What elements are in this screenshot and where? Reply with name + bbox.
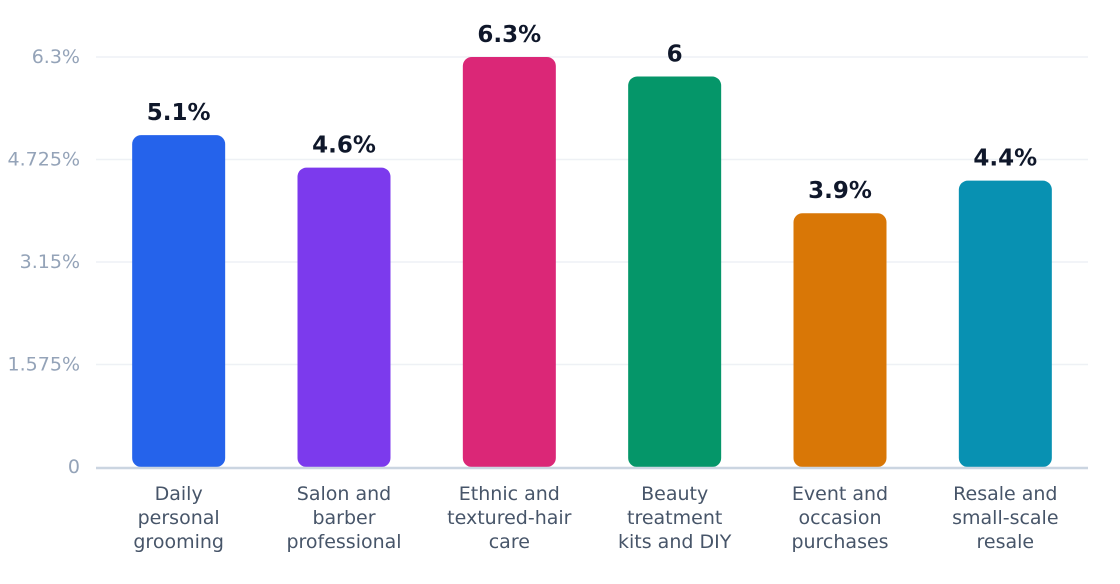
y-tick-label: 3.15% (20, 251, 80, 273)
x-category-label: Ethnic and textured-hair care (447, 483, 572, 553)
x-category-label: Resale and small-scale resale (952, 483, 1058, 553)
value-labels: 5.1% 4.6% 6.3% 6 3.9% 4.4% (147, 22, 1037, 204)
bars (132, 57, 1052, 468)
y-axis-ticks: 0 1.575% 3.15% 4.725% 6.3% (8, 46, 80, 478)
x-category-label-line: treatment (627, 507, 722, 529)
grid-lines (96, 56, 1088, 366)
x-axis-category-labels: Daily personal grooming Salon and barber prof… (133, 483, 1058, 553)
x-category-label-line: professional (286, 531, 401, 553)
x-category-label-line: care (489, 531, 530, 553)
x-category-label: Beauty treatment kits and DIY (618, 483, 732, 553)
x-category-label-line: grooming (133, 531, 224, 553)
bar-value-label: 4.4% (973, 146, 1037, 172)
x-category-label-line: small-scale (952, 507, 1058, 529)
bar-value-label: 6.3% (477, 22, 541, 48)
x-category-label-line: Daily (155, 483, 203, 505)
bar (462, 57, 556, 467)
bar-value-label: 6 (667, 42, 683, 68)
x-category-label-line: resale (977, 531, 1035, 553)
x-category-label-line: occasion (798, 507, 881, 529)
x-category-label-line: Salon and (297, 483, 391, 505)
x-category-label: Event and occasion purchases (791, 483, 888, 553)
y-tick-label: 0 (68, 456, 80, 478)
bar (297, 167, 391, 467)
x-category-label-line: personal (138, 507, 220, 529)
y-tick-label: 1.575% (8, 354, 80, 376)
x-category-label-line: Event and (792, 483, 888, 505)
x-category-label-line: textured-hair (447, 507, 572, 529)
x-category-label-line: purchases (791, 531, 888, 553)
x-category-label-line: barber (312, 507, 375, 529)
bar (958, 180, 1052, 467)
y-tick-label: 4.725% (8, 149, 80, 171)
x-category-label-line: Ethnic and (459, 483, 560, 505)
bar-value-label: 4.6% (312, 133, 376, 159)
x-category-label-line: Resale and (953, 483, 1057, 505)
x-category-label: Salon and barber professional (286, 483, 401, 553)
bar (628, 76, 722, 468)
bar-value-label: 5.1% (147, 100, 211, 126)
bar (793, 213, 887, 467)
bar (132, 135, 226, 467)
x-category-label-line: Beauty (641, 483, 708, 505)
y-tick-label: 6.3% (32, 46, 80, 68)
x-category-label-line: kits and DIY (618, 531, 732, 553)
bar-value-label: 3.9% (808, 178, 872, 204)
x-category-label: Daily personal grooming (133, 483, 224, 553)
